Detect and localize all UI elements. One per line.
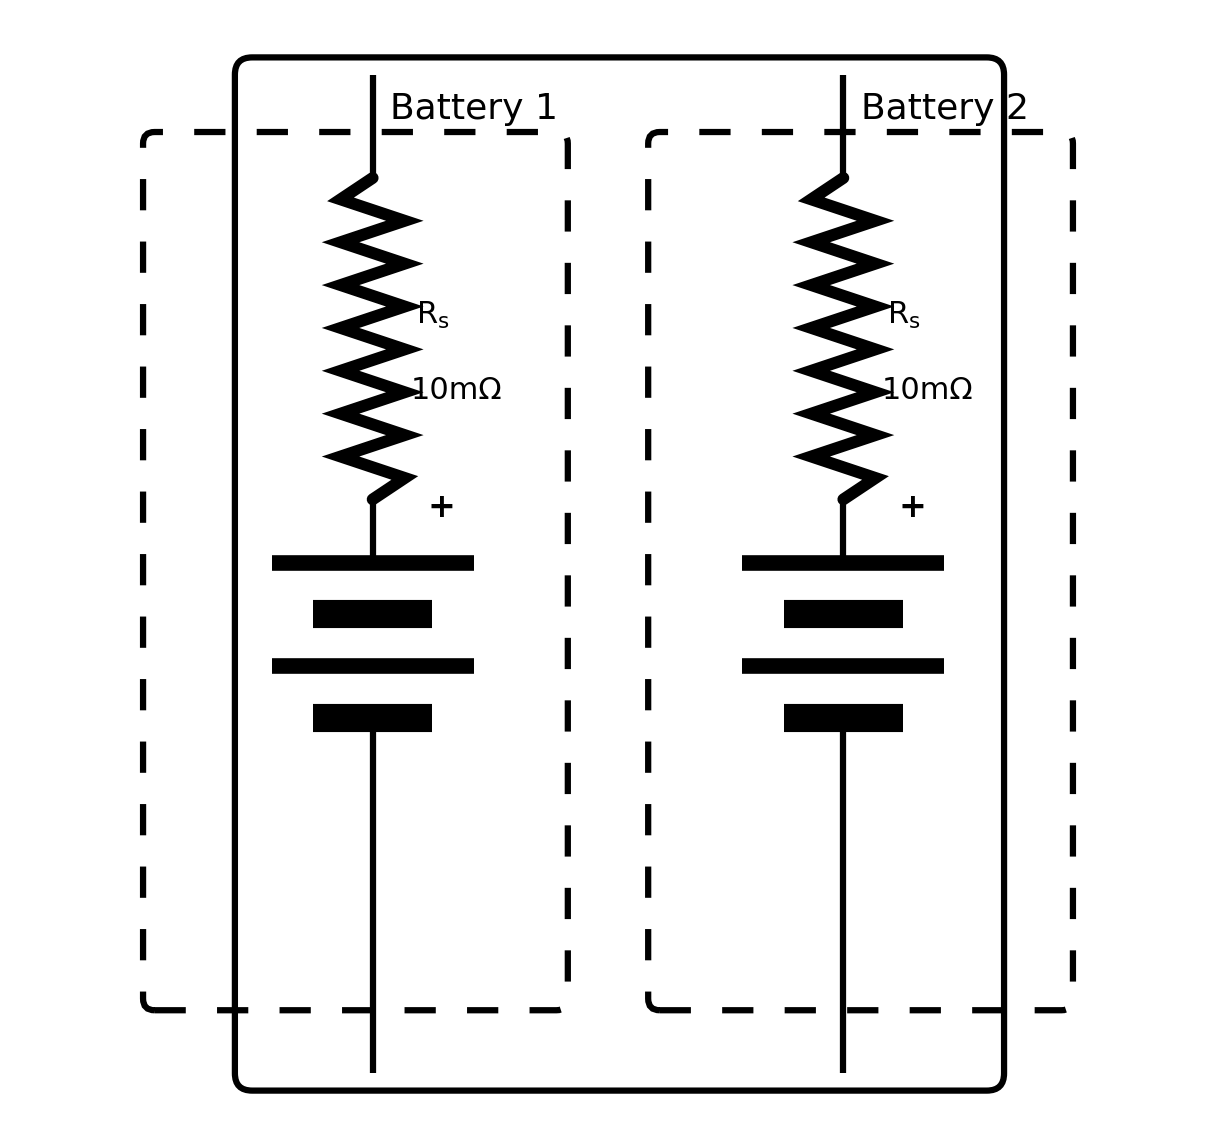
Text: +: +	[899, 491, 927, 523]
Text: R$_\mathsf{s}$: R$_\mathsf{s}$	[416, 300, 450, 332]
Text: 10mΩ: 10mΩ	[882, 375, 973, 405]
Text: +: +	[428, 491, 456, 523]
Text: R$_\mathsf{s}$: R$_\mathsf{s}$	[886, 300, 921, 332]
Text: Battery 1: Battery 1	[390, 92, 558, 126]
Text: Battery 2: Battery 2	[861, 92, 1029, 126]
Text: 10mΩ: 10mΩ	[411, 375, 502, 405]
